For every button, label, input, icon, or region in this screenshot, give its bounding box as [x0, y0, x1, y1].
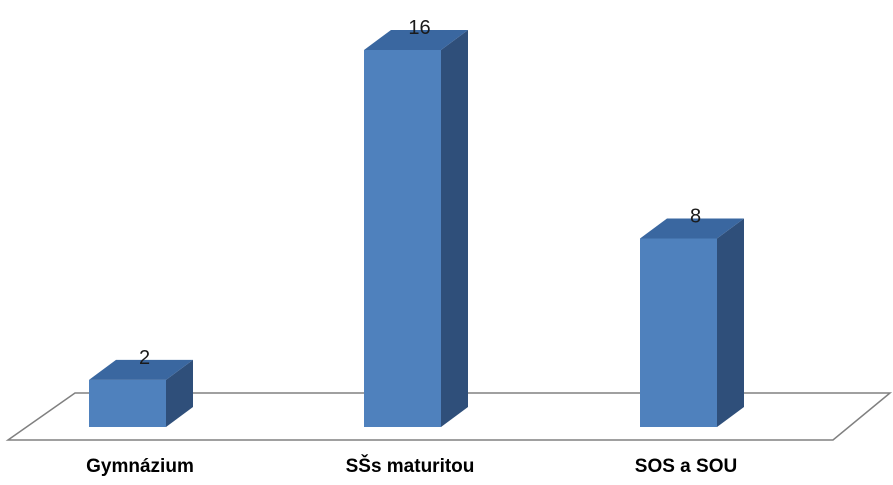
bar — [640, 218, 744, 427]
bar-side — [441, 30, 468, 427]
category-label: SOS a SOU — [635, 456, 737, 477]
bars-layer — [89, 30, 744, 427]
bar — [89, 359, 193, 427]
bar-top — [364, 30, 468, 50]
bar — [364, 30, 468, 427]
category-label: SŠs maturitou — [346, 455, 475, 477]
bar-top — [89, 359, 193, 380]
data-label: 8 — [690, 206, 701, 228]
chart-floor — [5, 392, 893, 441]
data-labels-layer: 2 16 8 — [139, 17, 701, 369]
category-label: Gymnázium — [86, 456, 194, 477]
bar-side — [166, 359, 193, 427]
bar-front — [89, 379, 166, 427]
data-label: 16 — [408, 17, 430, 39]
bar-top — [640, 218, 744, 239]
bar-front — [364, 50, 441, 427]
data-label: 2 — [139, 347, 150, 369]
bar-front — [640, 238, 717, 427]
bar-side — [717, 218, 744, 427]
category-labels-layer: Gymnázium SŠs maturitou SOS a SOU — [86, 455, 737, 477]
